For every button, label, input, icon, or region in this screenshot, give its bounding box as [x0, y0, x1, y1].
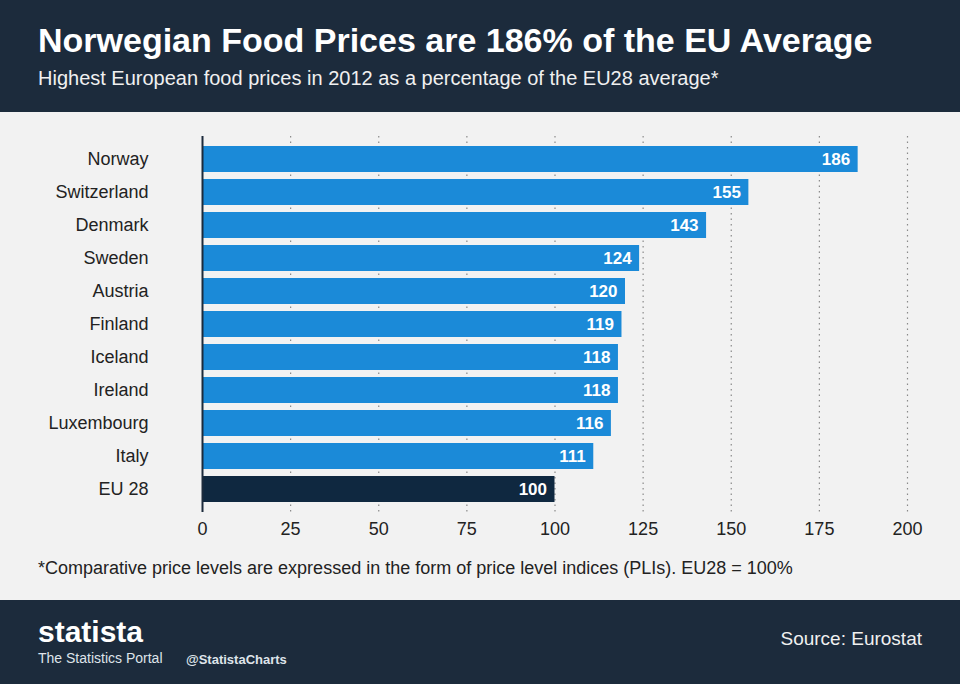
html-text:The Statistics Portal: The Statistics Portal [38, 650, 163, 666]
html-text:Highest European food prices i: Highest European food prices in 2012 as … [38, 67, 719, 89]
svg-text:EU 28: EU 28 [98, 479, 148, 499]
svg-text:120: 120 [589, 282, 617, 301]
svg-text:25: 25 [281, 519, 301, 539]
html-text:*Comparative price levels are: *Comparative price levels are expressed … [38, 558, 793, 578]
svg-text:150: 150 [716, 519, 746, 539]
svg-text:Denmark: Denmark [75, 215, 149, 235]
svg-text:100: 100 [519, 480, 547, 499]
svg-text:118: 118 [583, 348, 610, 367]
svg-text:Luxembourg: Luxembourg [48, 413, 148, 433]
html-text:Source: Eurostat: Source: Eurostat [780, 628, 922, 649]
svg-text:50: 50 [369, 519, 389, 539]
svg-text:Sweden: Sweden [83, 248, 148, 268]
svg-text:119: 119 [587, 315, 614, 334]
svg-text:Austria: Austria [92, 281, 149, 301]
svg-text:Iceland: Iceland [90, 347, 148, 367]
svg-text:200: 200 [892, 519, 922, 539]
html-text:@StatistaCharts: @StatistaCharts [186, 652, 287, 667]
svg-text:118: 118 [583, 381, 610, 400]
svg-text:175: 175 [804, 519, 834, 539]
svg-text:155: 155 [713, 183, 741, 202]
svg-text:Italy: Italy [115, 446, 148, 466]
svg-text:Finland: Finland [89, 314, 148, 334]
svg-text:Norway: Norway [87, 149, 148, 169]
svg-text:0: 0 [197, 519, 207, 539]
svg-text:186: 186 [822, 150, 850, 169]
svg-text:124: 124 [603, 249, 632, 268]
svg-text:100: 100 [540, 519, 570, 539]
svg-text:111: 111 [559, 447, 586, 466]
html-text:statista: statista [38, 615, 143, 648]
svg-text:75: 75 [457, 519, 477, 539]
svg-text:143: 143 [670, 216, 698, 235]
svg-text:Ireland: Ireland [93, 380, 148, 400]
svg-text:116: 116 [576, 414, 603, 433]
svg-text:125: 125 [628, 519, 658, 539]
svg-text:Switzerland: Switzerland [55, 182, 148, 202]
html-text:Norwegian Food Prices are 186%: Norwegian Food Prices are 186% of the EU… [38, 21, 873, 59]
